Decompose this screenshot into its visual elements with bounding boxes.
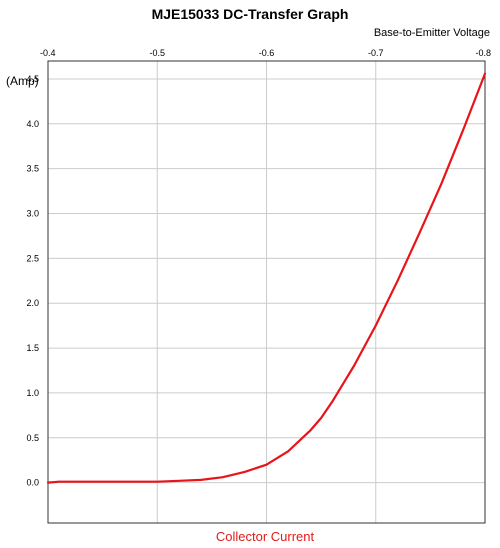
y-tick-label: 4.5: [26, 74, 39, 84]
x-tick-label: -0.4: [40, 48, 56, 58]
y-tick-labels: 0.0 0.5 1.0 1.5 2.0 2.5 3.0 3.5 4.0 4.5: [26, 74, 39, 488]
x-tick-label: -0.6: [259, 48, 275, 58]
x-tick-labels: -0.4 -0.5 -0.6 -0.7 -0.8: [40, 48, 491, 58]
chart-title: MJE15033 DC-Transfer Graph: [151, 6, 349, 22]
series-line: [46, 72, 487, 484]
y-axis-label: Collector Current: [215, 529, 315, 544]
y-tick-label: 3.0: [26, 209, 39, 219]
y-tick-label: 1.5: [26, 343, 39, 353]
y-tick-label: 0.5: [26, 433, 39, 443]
x-tick-label: -0.8: [475, 48, 491, 58]
y-axis-unit: (Amp): [6, 74, 39, 88]
x-tick-label: -0.7: [368, 48, 384, 58]
grid-lines: [48, 61, 485, 523]
y-tick-label: 2.0: [26, 298, 39, 308]
series-group: [46, 72, 487, 484]
y-tick-label: 0.0: [26, 478, 39, 488]
plot-area: [47, 60, 486, 524]
x-axis-label: Base-to-Emitter Voltage: [373, 27, 490, 39]
y-tick-label: 1.0: [26, 388, 39, 398]
y-tick-label: 2.5: [26, 253, 39, 263]
y-tick-label: 4.0: [26, 119, 39, 129]
x-tick-label: -0.5: [149, 48, 165, 58]
y-tick-label: 3.5: [26, 164, 39, 174]
